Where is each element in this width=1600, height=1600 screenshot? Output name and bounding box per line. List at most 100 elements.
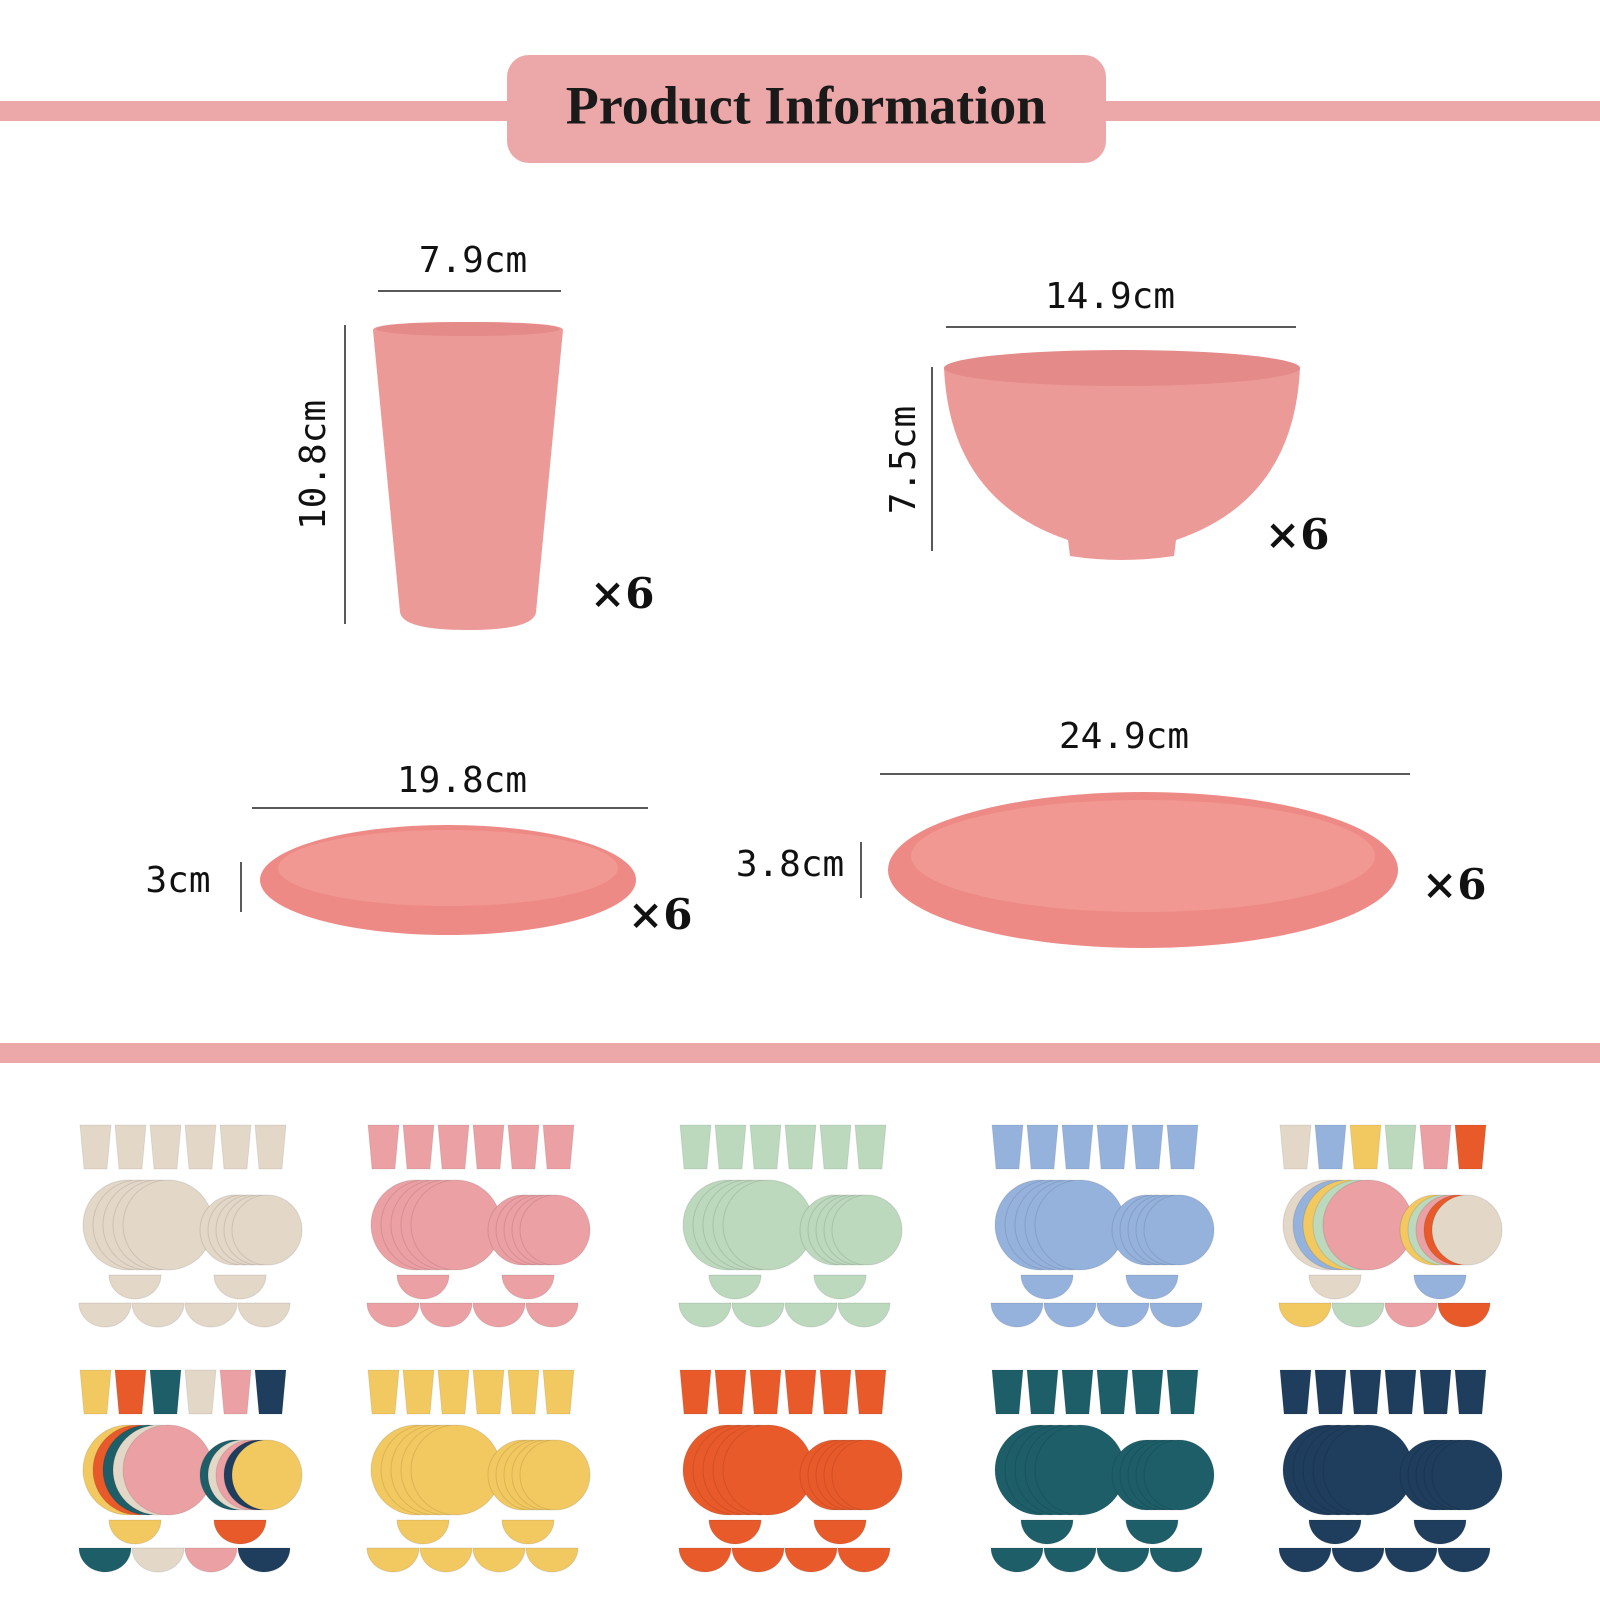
plate	[1143, 1194, 1215, 1266]
bowl	[1384, 1547, 1438, 1573]
plate	[1322, 1424, 1414, 1516]
width-label: 19.8cm	[397, 760, 527, 801]
cup	[149, 1369, 182, 1415]
cup	[184, 1369, 217, 1415]
plate	[1034, 1179, 1126, 1271]
bowl	[708, 1519, 762, 1545]
cup	[1454, 1124, 1487, 1170]
cup	[219, 1369, 252, 1415]
bowl	[1331, 1302, 1385, 1328]
cup	[1166, 1124, 1199, 1170]
bowl	[108, 1274, 162, 1300]
plate	[1034, 1424, 1126, 1516]
cup	[367, 1369, 400, 1415]
small-plate-top	[278, 830, 618, 906]
bowl	[678, 1547, 732, 1573]
bowl-rim	[944, 350, 1300, 386]
cup	[542, 1369, 575, 1415]
width-label: 24.9cm	[1059, 716, 1189, 757]
bowl	[213, 1519, 267, 1545]
cup	[149, 1124, 182, 1170]
divider-band	[0, 1043, 1600, 1063]
cup	[1096, 1124, 1129, 1170]
plate	[1143, 1439, 1215, 1511]
title: Product Information	[566, 75, 1047, 135]
cup	[542, 1124, 575, 1170]
cup	[819, 1124, 852, 1170]
plate	[831, 1194, 903, 1266]
cup	[1314, 1369, 1347, 1415]
cup	[1061, 1369, 1094, 1415]
bowl	[1437, 1302, 1491, 1328]
bowl	[525, 1302, 579, 1328]
cup	[1166, 1369, 1199, 1415]
cup	[437, 1369, 470, 1415]
plate	[519, 1439, 591, 1511]
cup	[507, 1369, 540, 1415]
height-label: 3cm	[145, 860, 210, 901]
bowl	[472, 1302, 526, 1328]
bowl	[419, 1547, 473, 1573]
cup	[714, 1369, 747, 1415]
bowl	[708, 1274, 762, 1300]
bowl	[396, 1274, 450, 1300]
plate	[519, 1194, 591, 1266]
plate	[722, 1424, 814, 1516]
bowl	[131, 1302, 185, 1328]
cup	[1061, 1124, 1094, 1170]
bowl	[1096, 1302, 1150, 1328]
bowl	[366, 1302, 420, 1328]
bowl	[396, 1519, 450, 1545]
bowl	[237, 1547, 291, 1573]
cup	[367, 1124, 400, 1170]
bowl	[1125, 1519, 1179, 1545]
cup	[254, 1369, 287, 1415]
bowl	[837, 1302, 891, 1328]
cup	[437, 1124, 470, 1170]
cup	[1349, 1124, 1382, 1170]
bowl	[1331, 1547, 1385, 1573]
cup	[749, 1124, 782, 1170]
cup	[184, 1124, 217, 1170]
bowl	[108, 1519, 162, 1545]
bowl	[1149, 1302, 1203, 1328]
bowl	[1043, 1547, 1097, 1573]
cup	[784, 1369, 817, 1415]
plate	[1431, 1439, 1503, 1511]
cup	[784, 1124, 817, 1170]
cup	[1454, 1369, 1487, 1415]
bowl	[213, 1274, 267, 1300]
cup	[1131, 1124, 1164, 1170]
cup	[1131, 1369, 1164, 1415]
title-box	[507, 55, 1106, 163]
width-label: 7.9cm	[419, 240, 527, 281]
cup	[854, 1369, 887, 1415]
bowl	[813, 1274, 867, 1300]
cup	[1026, 1369, 1059, 1415]
bowl	[1149, 1547, 1203, 1573]
plate	[122, 1179, 214, 1271]
bowl	[184, 1302, 238, 1328]
bowl	[837, 1547, 891, 1573]
bowl	[525, 1547, 579, 1573]
cup	[114, 1369, 147, 1415]
cup	[402, 1369, 435, 1415]
bowl	[731, 1302, 785, 1328]
plate	[231, 1194, 303, 1266]
bowl	[1020, 1274, 1074, 1300]
bowl	[678, 1302, 732, 1328]
cup-rim	[376, 322, 560, 336]
quantity: ×6	[628, 890, 692, 939]
bowl	[1308, 1519, 1362, 1545]
cup	[1419, 1124, 1452, 1170]
bowl	[366, 1547, 420, 1573]
bowl	[1278, 1547, 1332, 1573]
cup	[1279, 1369, 1312, 1415]
cup	[714, 1124, 747, 1170]
bowl	[419, 1302, 473, 1328]
cup	[373, 322, 563, 630]
bowl	[813, 1519, 867, 1545]
plate	[1322, 1179, 1414, 1271]
cup	[819, 1369, 852, 1415]
bowl	[184, 1547, 238, 1573]
